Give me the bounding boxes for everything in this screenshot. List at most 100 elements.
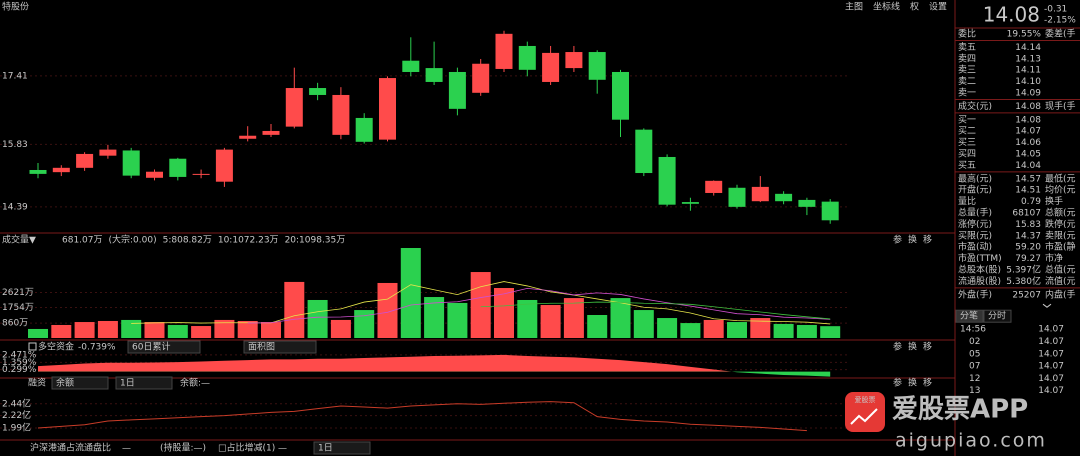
y-tick-label: 860万	[2, 319, 28, 329]
panel-tool[interactable]: 换	[908, 377, 917, 389]
y-tick-label: 17.41	[2, 71, 28, 81]
dropdown[interactable]	[127, 340, 201, 354]
candle-body	[215, 149, 233, 182]
panel-tool[interactable]: 参	[893, 234, 902, 246]
quote-label: 买四	[958, 149, 976, 160]
footer-item: (持股量:—)	[160, 442, 206, 454]
candle-body	[705, 180, 723, 193]
volume-bar	[121, 319, 142, 338]
dropdown[interactable]	[51, 376, 109, 390]
volume-bar	[144, 322, 165, 338]
dropdown[interactable]	[115, 376, 173, 390]
toolbar-button[interactable]: 坐标线	[873, 1, 900, 13]
stock-name: 特股份	[2, 1, 29, 13]
quote-label: 跌停(元	[1045, 218, 1076, 230]
candle-body	[379, 78, 396, 140]
volume-bar	[517, 299, 538, 338]
panel-tool[interactable]: 换	[908, 341, 917, 353]
footer-item: □占比增减(1)	[218, 442, 275, 454]
dropdown[interactable]	[313, 441, 371, 455]
quote-label: 总量(手)	[958, 207, 992, 219]
candle-body	[169, 158, 187, 177]
candle-body	[355, 117, 373, 142]
tab[interactable]	[955, 309, 984, 323]
candle-body	[518, 45, 536, 70]
dropdown-label: 60日累计	[132, 341, 170, 353]
quote-value: 19.55%	[1007, 30, 1042, 40]
candle-body	[146, 171, 163, 178]
volume-bar	[284, 281, 305, 338]
legend-entry: 5:808.82万	[163, 236, 212, 246]
candle-body	[635, 129, 653, 174]
panel-annotation: (大宗:0.00)	[109, 234, 157, 246]
footer-item: 1日	[318, 443, 333, 454]
candle-body	[728, 187, 746, 207]
quote-value: 14.14	[1015, 43, 1041, 53]
quote-label: 卖五	[958, 42, 976, 53]
indicator-icon	[28, 342, 37, 351]
volume-bar	[727, 322, 747, 338]
footer-item: 沪深港通占流通盘比	[30, 442, 111, 454]
quote-label: 外盘(手)	[958, 288, 992, 300]
price-change: -0.31	[1044, 5, 1067, 15]
candle-body	[751, 186, 769, 202]
y-tick-label: 1.359%	[2, 358, 37, 368]
volume-bar	[540, 305, 561, 338]
y-tick-label: 14.39	[2, 202, 28, 212]
candle-body	[658, 156, 676, 205]
volume-bar	[214, 319, 235, 338]
y-tick-label: 0.299%	[2, 365, 37, 375]
tab[interactable]	[983, 309, 1012, 323]
toolbar-button[interactable]: 设置	[929, 2, 947, 13]
panel-tool[interactable]: 移	[923, 341, 932, 353]
quote-label: 卖四	[958, 53, 976, 64]
candle-body	[542, 52, 560, 82]
quote-label: 卖二	[958, 76, 976, 87]
volume-bar	[610, 298, 631, 338]
panel-tool[interactable]: 换	[908, 234, 917, 246]
watermark-brand: 爱股票APP	[892, 395, 1028, 425]
quote-label: 市盈(动)	[958, 241, 992, 253]
volume-bar	[400, 247, 421, 338]
expand-chevron[interactable]	[1042, 303, 1052, 308]
candle-body	[192, 173, 210, 175]
dropdown[interactable]	[243, 340, 317, 354]
quote-label: 换手	[1045, 195, 1063, 207]
quote-value: 14.51	[1015, 186, 1041, 196]
dropdown-label: 1日	[120, 378, 135, 389]
quote-value: 79.27	[1015, 254, 1041, 264]
volume-bar	[494, 288, 514, 338]
y-tick-label: 2.22亿	[2, 409, 31, 421]
quote-label: 委比	[958, 28, 976, 40]
quote-label: 开盘(元)	[958, 184, 992, 196]
volume-bar	[563, 298, 584, 338]
tick-time: 05	[969, 349, 980, 359]
quote-value: 14.07	[1015, 127, 1041, 137]
panel-tool[interactable]: 参	[893, 341, 902, 353]
candle-body	[402, 60, 420, 72]
candle-body	[612, 71, 629, 120]
candle-body	[495, 33, 513, 69]
candle-body	[775, 193, 793, 202]
panel-tool[interactable]: 参	[893, 377, 902, 389]
toolbar-button[interactable]: 主图	[845, 1, 863, 13]
panel-tool[interactable]: 移	[923, 234, 932, 246]
toolbar-button[interactable]: 权	[910, 1, 919, 13]
quote-label: 量比	[958, 195, 976, 207]
footer-item: —	[122, 444, 131, 454]
dropdown-label: 余额	[56, 377, 74, 389]
tick-time: 07	[969, 362, 980, 372]
quote-label: 买三	[958, 137, 976, 148]
panel-tool[interactable]: 移	[923, 377, 932, 389]
quote-label: 卖三	[958, 65, 976, 76]
y-tick-label: 15.83	[2, 140, 28, 150]
y-tick-label: 2.471%	[2, 350, 37, 360]
tick-price: 14.07	[1038, 325, 1064, 335]
moving-average-line	[480, 301, 831, 320]
tab-label: 分时	[988, 310, 1006, 322]
watermark-url: aigupiao.com	[895, 430, 1047, 452]
candle-body	[798, 199, 816, 207]
quote-label: 买限(元)	[958, 230, 992, 241]
